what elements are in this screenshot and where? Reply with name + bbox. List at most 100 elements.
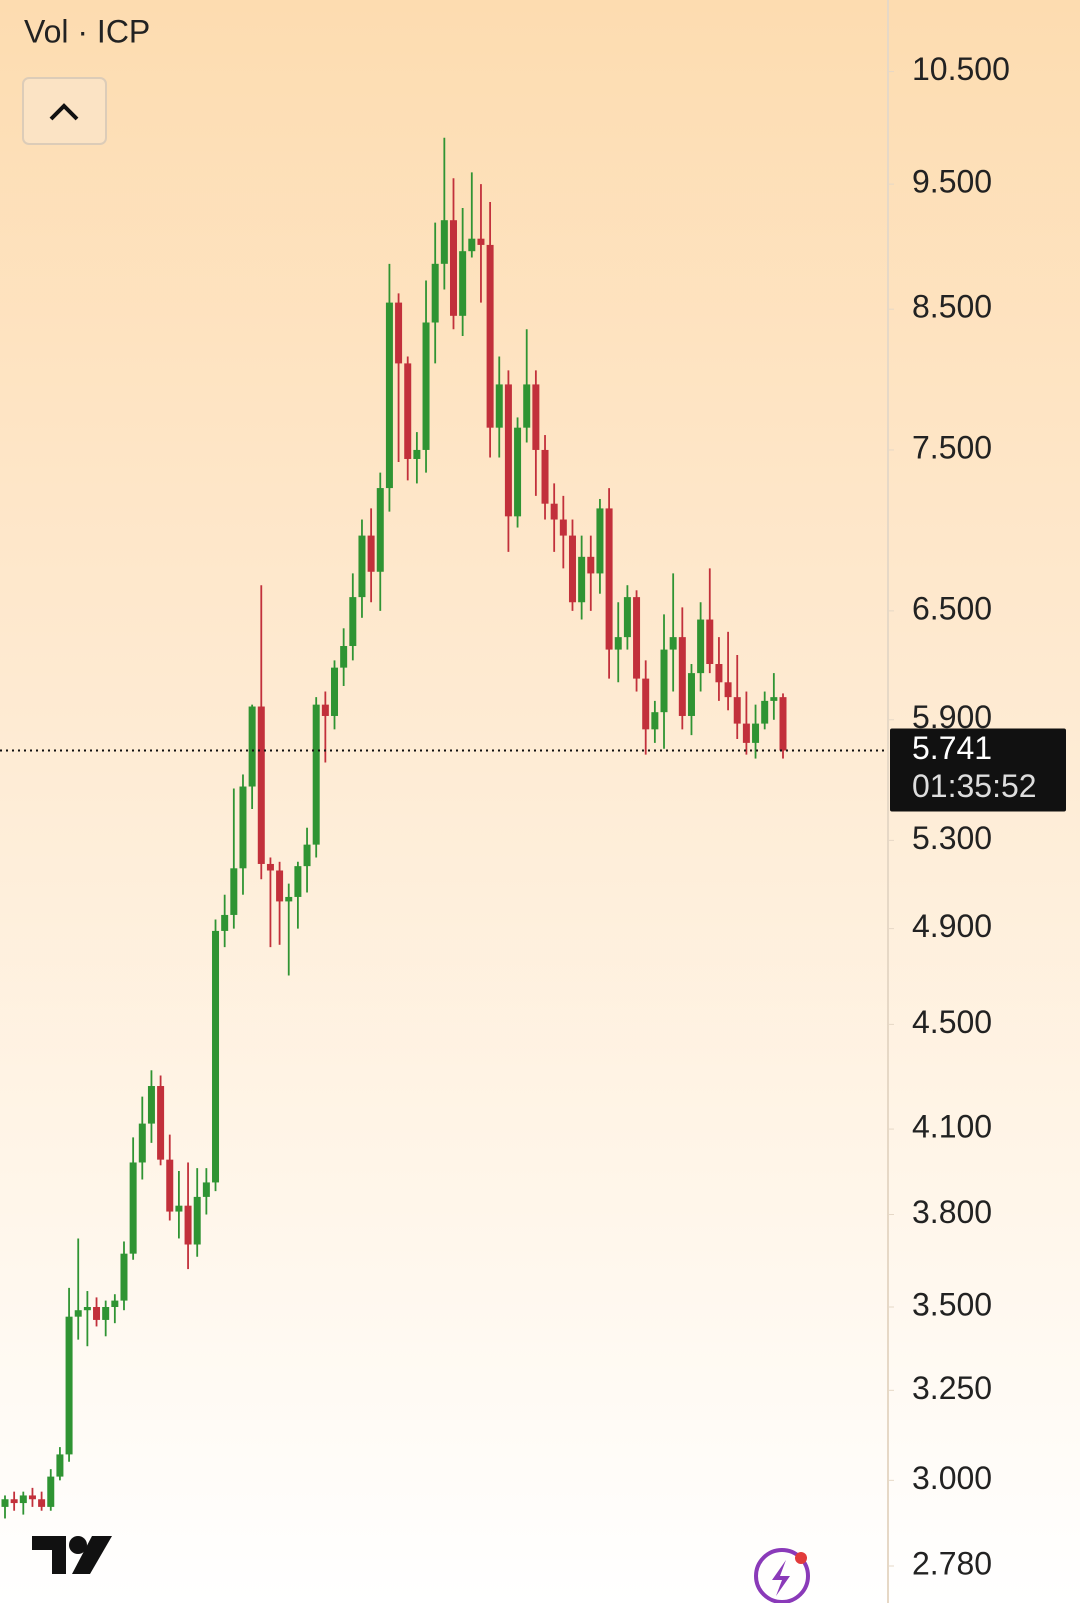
candle-body <box>10 1499 18 1504</box>
candle-body <box>83 1306 91 1311</box>
candle-body <box>761 700 769 724</box>
y-tick-label: 5.300 <box>912 820 992 856</box>
candle-body <box>669 637 677 650</box>
candle-body <box>385 302 393 489</box>
candle-body <box>257 706 265 864</box>
last-price-box <box>890 728 1066 812</box>
chevron-icon[interactable] <box>49 103 79 121</box>
candle-body <box>166 1159 174 1212</box>
candle-body <box>212 930 220 1183</box>
candle-body <box>459 251 467 316</box>
y-tick-label: 8.500 <box>912 289 992 325</box>
collapse-button[interactable] <box>22 77 107 145</box>
candle-body <box>724 682 732 698</box>
candle-body <box>642 678 650 730</box>
candle-body <box>147 1086 155 1124</box>
y-tick-label: 3.800 <box>912 1194 992 1230</box>
candle-body <box>541 449 549 504</box>
candle-body <box>504 384 512 517</box>
candle-body <box>596 508 604 574</box>
candle-body <box>733 697 741 724</box>
candle-body <box>550 503 558 520</box>
candle-body <box>47 1476 55 1507</box>
tradingview-logo <box>32 1536 112 1574</box>
candle-body <box>605 508 613 650</box>
lightning-ring[interactable] <box>754 1548 810 1603</box>
candle-body <box>56 1454 64 1477</box>
candle-body <box>276 870 284 902</box>
candle-body <box>578 556 586 603</box>
button-box[interactable] <box>22 77 107 145</box>
candle-body <box>111 1300 119 1307</box>
y-tick-label: 3.250 <box>912 1370 992 1406</box>
candle-body <box>138 1123 146 1163</box>
candle-body <box>157 1086 165 1160</box>
y-tick-label: 9.500 <box>912 164 992 200</box>
candle-body <box>202 1182 210 1197</box>
candle-body <box>395 302 403 364</box>
candle-body <box>321 704 329 716</box>
candle-body <box>120 1253 128 1301</box>
y-tick-label: 2.780 <box>912 1545 992 1581</box>
candle-body <box>486 244 494 428</box>
y-tick-label: 3.500 <box>912 1286 992 1322</box>
candle-body <box>614 637 622 650</box>
y-tick-label: 10.500 <box>912 51 1010 87</box>
candle-body <box>294 866 302 897</box>
last-price-label: 5.741 <box>912 730 992 766</box>
candle-body <box>38 1499 46 1507</box>
candle-body <box>477 238 485 245</box>
candle-body <box>340 646 348 668</box>
candle-body <box>587 556 595 574</box>
candle-body <box>65 1316 73 1455</box>
candle-body <box>129 1162 137 1254</box>
candle-body <box>1 1499 9 1507</box>
candle-body <box>449 220 457 316</box>
candle-body <box>623 597 631 638</box>
lightning-button[interactable] <box>754 1548 810 1603</box>
candle-body <box>230 868 238 915</box>
countdown-label: 01:35:52 <box>912 768 1037 804</box>
lightning-icon[interactable] <box>772 1560 790 1596</box>
candle-body <box>74 1310 82 1317</box>
candle-body <box>248 706 256 787</box>
y-tick-label: 4.500 <box>912 1004 992 1040</box>
candle-body <box>523 384 531 428</box>
candle-body <box>312 704 320 845</box>
y-tick-label: 6.500 <box>912 590 992 626</box>
y-tick-label: 4.100 <box>912 1109 992 1145</box>
candle-body <box>175 1205 183 1212</box>
candle-body <box>358 535 366 598</box>
candle-body <box>633 597 641 679</box>
logo-part <box>72 1536 112 1574</box>
candle-body <box>422 322 430 450</box>
candle-body <box>431 263 439 323</box>
candle-body <box>349 597 357 647</box>
logo-part <box>32 1536 66 1574</box>
candle-body <box>559 519 567 536</box>
candle-body <box>742 723 750 743</box>
candle-body <box>697 619 705 674</box>
candle-body <box>221 914 229 931</box>
candle-body <box>779 697 787 751</box>
candle-body <box>514 427 522 517</box>
candle-body <box>93 1306 101 1320</box>
candle-body <box>706 619 714 665</box>
candle-body <box>303 844 311 867</box>
candle-body <box>367 535 375 572</box>
candle-body <box>376 488 384 572</box>
candle-body <box>413 449 421 459</box>
candle-body <box>404 363 412 459</box>
candle-body <box>715 664 723 683</box>
candle-body <box>468 238 476 252</box>
candle-body <box>193 1196 201 1245</box>
y-tick-label: 7.500 <box>912 429 992 465</box>
candle-body <box>770 697 778 701</box>
candle-body <box>532 384 540 450</box>
candle-body <box>568 535 576 603</box>
candle-body <box>28 1495 36 1500</box>
logo-part <box>69 1536 87 1554</box>
candle-body <box>19 1495 27 1504</box>
candle-body <box>752 723 760 743</box>
